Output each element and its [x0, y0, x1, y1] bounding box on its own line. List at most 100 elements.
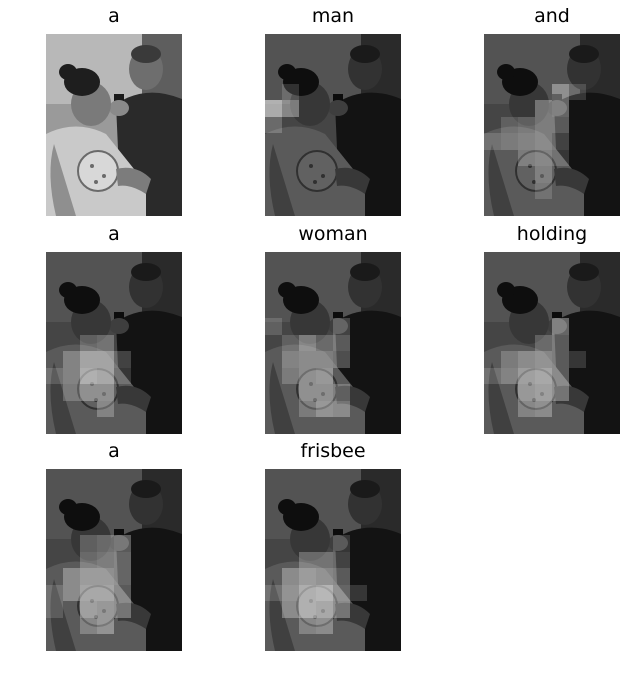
- attention-overlay: [265, 34, 401, 216]
- attention-cell: [46, 367, 63, 385]
- attention-cell: [535, 166, 552, 183]
- caption-word: woman: [298, 223, 368, 245]
- attention-cell: [501, 116, 518, 134]
- attention-panel: woman: [265, 223, 401, 434]
- attention-cell: [97, 400, 114, 418]
- attention-cell: [282, 351, 299, 368]
- attention-overlay: [265, 469, 401, 651]
- attention-cell: [333, 400, 350, 418]
- attention-cell: [299, 584, 316, 602]
- attention-cell: [63, 351, 80, 368]
- attention-cell: [316, 584, 333, 602]
- attention-cell: [501, 367, 518, 385]
- attention-cell: [552, 83, 569, 101]
- attention-cell: [114, 535, 131, 552]
- attention-cell: [518, 400, 535, 418]
- attention-cell: [535, 367, 552, 385]
- attention-cell: [97, 584, 114, 602]
- attention-panel: man: [265, 5, 401, 216]
- attention-cell: [97, 601, 114, 618]
- attention-cell: [552, 367, 569, 385]
- attention-cell: [80, 617, 97, 635]
- attention-cell: [265, 318, 282, 335]
- caption-word: frisbee: [300, 440, 366, 462]
- attention-cell: [114, 367, 131, 385]
- photo-image: [484, 252, 620, 434]
- attention-cell: [569, 83, 586, 101]
- attention-cell: [333, 551, 350, 569]
- attention-cell: [282, 367, 299, 385]
- attention-overlay: [484, 252, 620, 434]
- attention-cell: [518, 149, 535, 167]
- attention-cell: [299, 351, 316, 368]
- photo-image: [484, 34, 620, 216]
- photo-image: [46, 469, 182, 651]
- attention-overlay: [46, 469, 182, 651]
- attention-panel: a: [46, 223, 182, 434]
- attention-cell: [282, 568, 299, 585]
- caption-word: a: [108, 223, 120, 245]
- attention-cell: [46, 601, 63, 618]
- attention-cell: [552, 116, 569, 134]
- attention-cell: [552, 351, 569, 368]
- attention-panel: a: [46, 5, 182, 216]
- attention-cell: [535, 100, 552, 117]
- attention-cell: [518, 351, 535, 368]
- attention-cell: [518, 384, 535, 401]
- caption-word: a: [108, 5, 120, 27]
- photo-image: [46, 252, 182, 434]
- attention-cell: [518, 116, 535, 134]
- attention-cell: [80, 334, 97, 352]
- attention-panel: frisbee: [265, 440, 401, 651]
- attention-panel: and: [484, 5, 620, 216]
- attention-cell: [299, 551, 316, 569]
- attention-cell: [333, 318, 350, 335]
- attention-cell: [114, 568, 131, 585]
- attention-cell: [282, 334, 299, 352]
- attention-cell: [63, 584, 80, 602]
- attention-cell: [80, 351, 97, 368]
- caption-word: man: [311, 5, 355, 27]
- attention-panel: holding: [484, 223, 620, 434]
- attention-cell: [80, 584, 97, 602]
- attention-cell: [63, 568, 80, 585]
- attention-cell: [63, 367, 80, 385]
- attention-cell: [569, 351, 586, 368]
- attention-cell: [316, 601, 333, 618]
- attention-cell: [299, 568, 316, 585]
- attention-cell: [299, 334, 316, 352]
- caption-word: and: [534, 5, 570, 27]
- attention-cell: [80, 535, 97, 552]
- attention-cell: [97, 568, 114, 585]
- photo-image: [46, 34, 182, 216]
- attention-cell: [97, 367, 114, 385]
- attention-cell: [518, 133, 535, 150]
- attention-cell: [316, 384, 333, 401]
- attention-cell: [316, 617, 333, 635]
- attention-cell: [114, 601, 131, 618]
- attention-cell: [333, 584, 350, 602]
- attention-cell: [333, 568, 350, 585]
- attention-cell: [552, 149, 569, 167]
- attention-cell: [535, 384, 552, 401]
- attention-cell: [97, 551, 114, 569]
- attention-cell: [97, 351, 114, 368]
- attention-cell: [501, 351, 518, 368]
- attention-cell: [350, 584, 367, 602]
- attention-cell: [316, 551, 333, 569]
- attention-cell: [299, 601, 316, 618]
- attention-cell: [97, 535, 114, 552]
- attention-cell: [265, 116, 282, 134]
- attention-overlay: [46, 252, 182, 434]
- attention-cell: [80, 568, 97, 585]
- attention-cell: [518, 367, 535, 385]
- attention-cell: [333, 334, 350, 352]
- attention-cell: [282, 584, 299, 602]
- attention-cell: [114, 551, 131, 569]
- attention-cell: [80, 384, 97, 401]
- caption-word: holding: [516, 223, 588, 245]
- attention-cell: [535, 133, 552, 150]
- attention-cell: [333, 601, 350, 618]
- attention-cell: [97, 384, 114, 401]
- attention-cell: [333, 384, 350, 401]
